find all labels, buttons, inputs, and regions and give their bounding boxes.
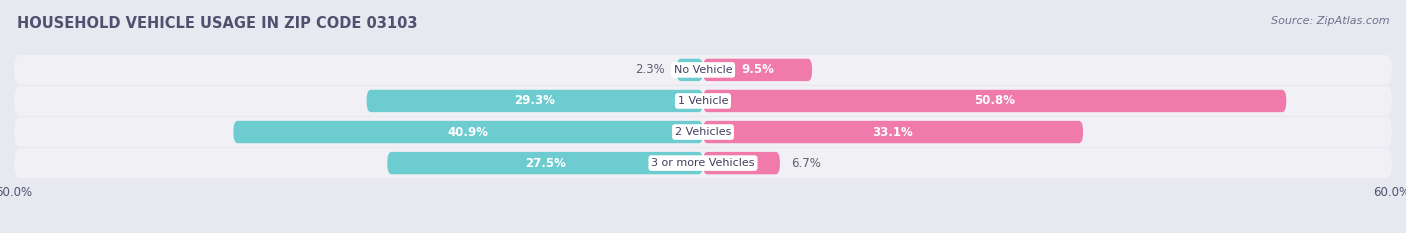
- Text: HOUSEHOLD VEHICLE USAGE IN ZIP CODE 03103: HOUSEHOLD VEHICLE USAGE IN ZIP CODE 0310…: [17, 16, 418, 31]
- Text: 1 Vehicle: 1 Vehicle: [678, 96, 728, 106]
- FancyBboxPatch shape: [14, 117, 1392, 147]
- Text: No Vehicle: No Vehicle: [673, 65, 733, 75]
- Text: 2.3%: 2.3%: [636, 63, 665, 76]
- FancyBboxPatch shape: [14, 148, 1392, 178]
- Text: 6.7%: 6.7%: [792, 157, 821, 170]
- Text: Source: ZipAtlas.com: Source: ZipAtlas.com: [1271, 16, 1389, 26]
- Text: 2 Vehicles: 2 Vehicles: [675, 127, 731, 137]
- FancyBboxPatch shape: [703, 90, 1286, 112]
- Text: 50.8%: 50.8%: [974, 94, 1015, 107]
- Text: 9.5%: 9.5%: [741, 63, 773, 76]
- FancyBboxPatch shape: [14, 86, 1392, 116]
- FancyBboxPatch shape: [703, 121, 1083, 143]
- FancyBboxPatch shape: [367, 90, 703, 112]
- FancyBboxPatch shape: [14, 55, 1392, 85]
- Text: 27.5%: 27.5%: [524, 157, 565, 170]
- FancyBboxPatch shape: [233, 121, 703, 143]
- Text: 33.1%: 33.1%: [873, 126, 914, 139]
- Text: 40.9%: 40.9%: [447, 126, 489, 139]
- FancyBboxPatch shape: [703, 152, 780, 174]
- FancyBboxPatch shape: [703, 59, 813, 81]
- Text: 29.3%: 29.3%: [515, 94, 555, 107]
- FancyBboxPatch shape: [387, 152, 703, 174]
- FancyBboxPatch shape: [676, 59, 703, 81]
- Text: 3 or more Vehicles: 3 or more Vehicles: [651, 158, 755, 168]
